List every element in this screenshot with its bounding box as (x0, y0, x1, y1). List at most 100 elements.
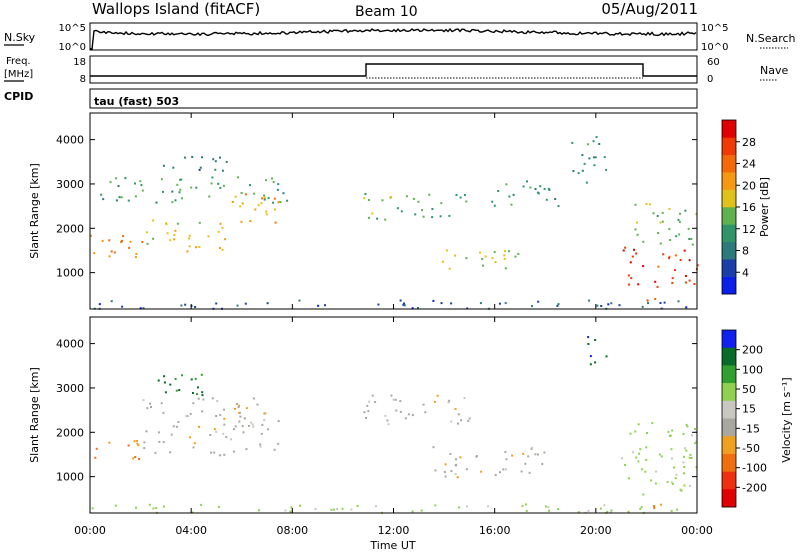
data-point (190, 378, 193, 381)
data-point (239, 415, 242, 418)
data-point (364, 193, 367, 195)
colorbar-tick-label: 8 (742, 245, 749, 258)
colorbar-cell (722, 471, 736, 490)
colorbar-tick-label: -15 (742, 422, 760, 435)
data-point (459, 196, 462, 199)
data-point (683, 466, 686, 468)
data-point (217, 182, 220, 185)
data-point (661, 220, 664, 223)
freq-unit-label: [MHz] (4, 69, 33, 80)
colorbar-cell (722, 224, 736, 243)
data-point (215, 430, 218, 433)
data-point (135, 506, 137, 509)
data-point (145, 231, 148, 234)
data-point (134, 256, 137, 259)
data-point (175, 425, 178, 428)
data-point (448, 214, 451, 217)
data-point (537, 453, 539, 456)
data-point (668, 255, 671, 258)
data-point (399, 410, 402, 413)
data-point (652, 212, 655, 215)
colorbar-tick-label: -200 (742, 481, 767, 494)
data-point (263, 196, 266, 199)
data-point (627, 477, 630, 480)
freq-panel-frame (89, 55, 698, 84)
data-point (252, 425, 255, 428)
data-point (422, 403, 425, 406)
data-point (521, 504, 524, 507)
data-point (157, 379, 160, 382)
data-point (668, 257, 670, 260)
data-point (539, 185, 542, 188)
data-point (487, 505, 490, 508)
velocity-colorbar-cells (722, 330, 736, 508)
data-point (367, 410, 370, 413)
data-point (695, 440, 698, 443)
data-point (465, 257, 468, 260)
data-point (261, 423, 264, 426)
data-point (264, 412, 267, 415)
colorbar-cell (722, 241, 736, 260)
data-point (242, 431, 245, 434)
data-point (670, 481, 673, 484)
power-panel-frame (89, 112, 698, 310)
data-point (108, 255, 111, 258)
y-tick-label: 1000 (56, 471, 84, 484)
x-tick-label: 12:00 (378, 524, 410, 537)
data-point (557, 508, 559, 511)
data-point (265, 213, 268, 216)
data-point (240, 192, 243, 194)
data-point (677, 300, 680, 303)
data-point (211, 397, 214, 400)
data-point (160, 402, 163, 405)
data-point (599, 507, 602, 510)
data-point (214, 168, 217, 171)
data-point (177, 420, 180, 423)
nsearch-label: N.Search (746, 32, 796, 45)
data-point (199, 166, 202, 169)
data-point (588, 157, 591, 160)
data-point (412, 197, 415, 200)
data-point (530, 447, 533, 450)
power-y-axis-label: Slant Range [km] (28, 163, 41, 259)
data-point (455, 463, 458, 466)
data-point (149, 402, 151, 405)
data-point (600, 305, 603, 307)
data-point (170, 433, 173, 436)
data-point (165, 223, 168, 226)
data-point (210, 182, 213, 185)
data-point (273, 448, 276, 451)
data-point (660, 455, 663, 458)
data-point (657, 265, 660, 268)
data-point (527, 455, 530, 458)
data-point (277, 442, 280, 445)
data-point (225, 436, 228, 439)
y-tick-label: 4000 (56, 338, 84, 351)
data-point (494, 261, 497, 263)
data-point (122, 235, 125, 238)
data-point (145, 430, 148, 433)
data-point (108, 239, 111, 242)
data-point (671, 281, 674, 284)
data-point (682, 433, 685, 435)
data-point (279, 201, 282, 203)
data-point (113, 251, 116, 254)
data-point (686, 425, 689, 428)
data-point (289, 510, 292, 513)
data-point (459, 456, 462, 459)
data-point (134, 456, 137, 458)
data-point (644, 470, 647, 473)
data-point (109, 181, 112, 184)
data-point (277, 420, 280, 423)
data-point (439, 215, 442, 218)
data-point (454, 254, 456, 257)
data-point (135, 252, 138, 255)
data-point (440, 202, 443, 205)
data-point (219, 414, 222, 417)
data-point (137, 444, 140, 447)
power-colorbar-label: Power [dB] (758, 177, 771, 237)
data-point (448, 267, 451, 270)
data-point (216, 400, 219, 403)
data-point (384, 218, 387, 221)
data-point (195, 246, 198, 249)
